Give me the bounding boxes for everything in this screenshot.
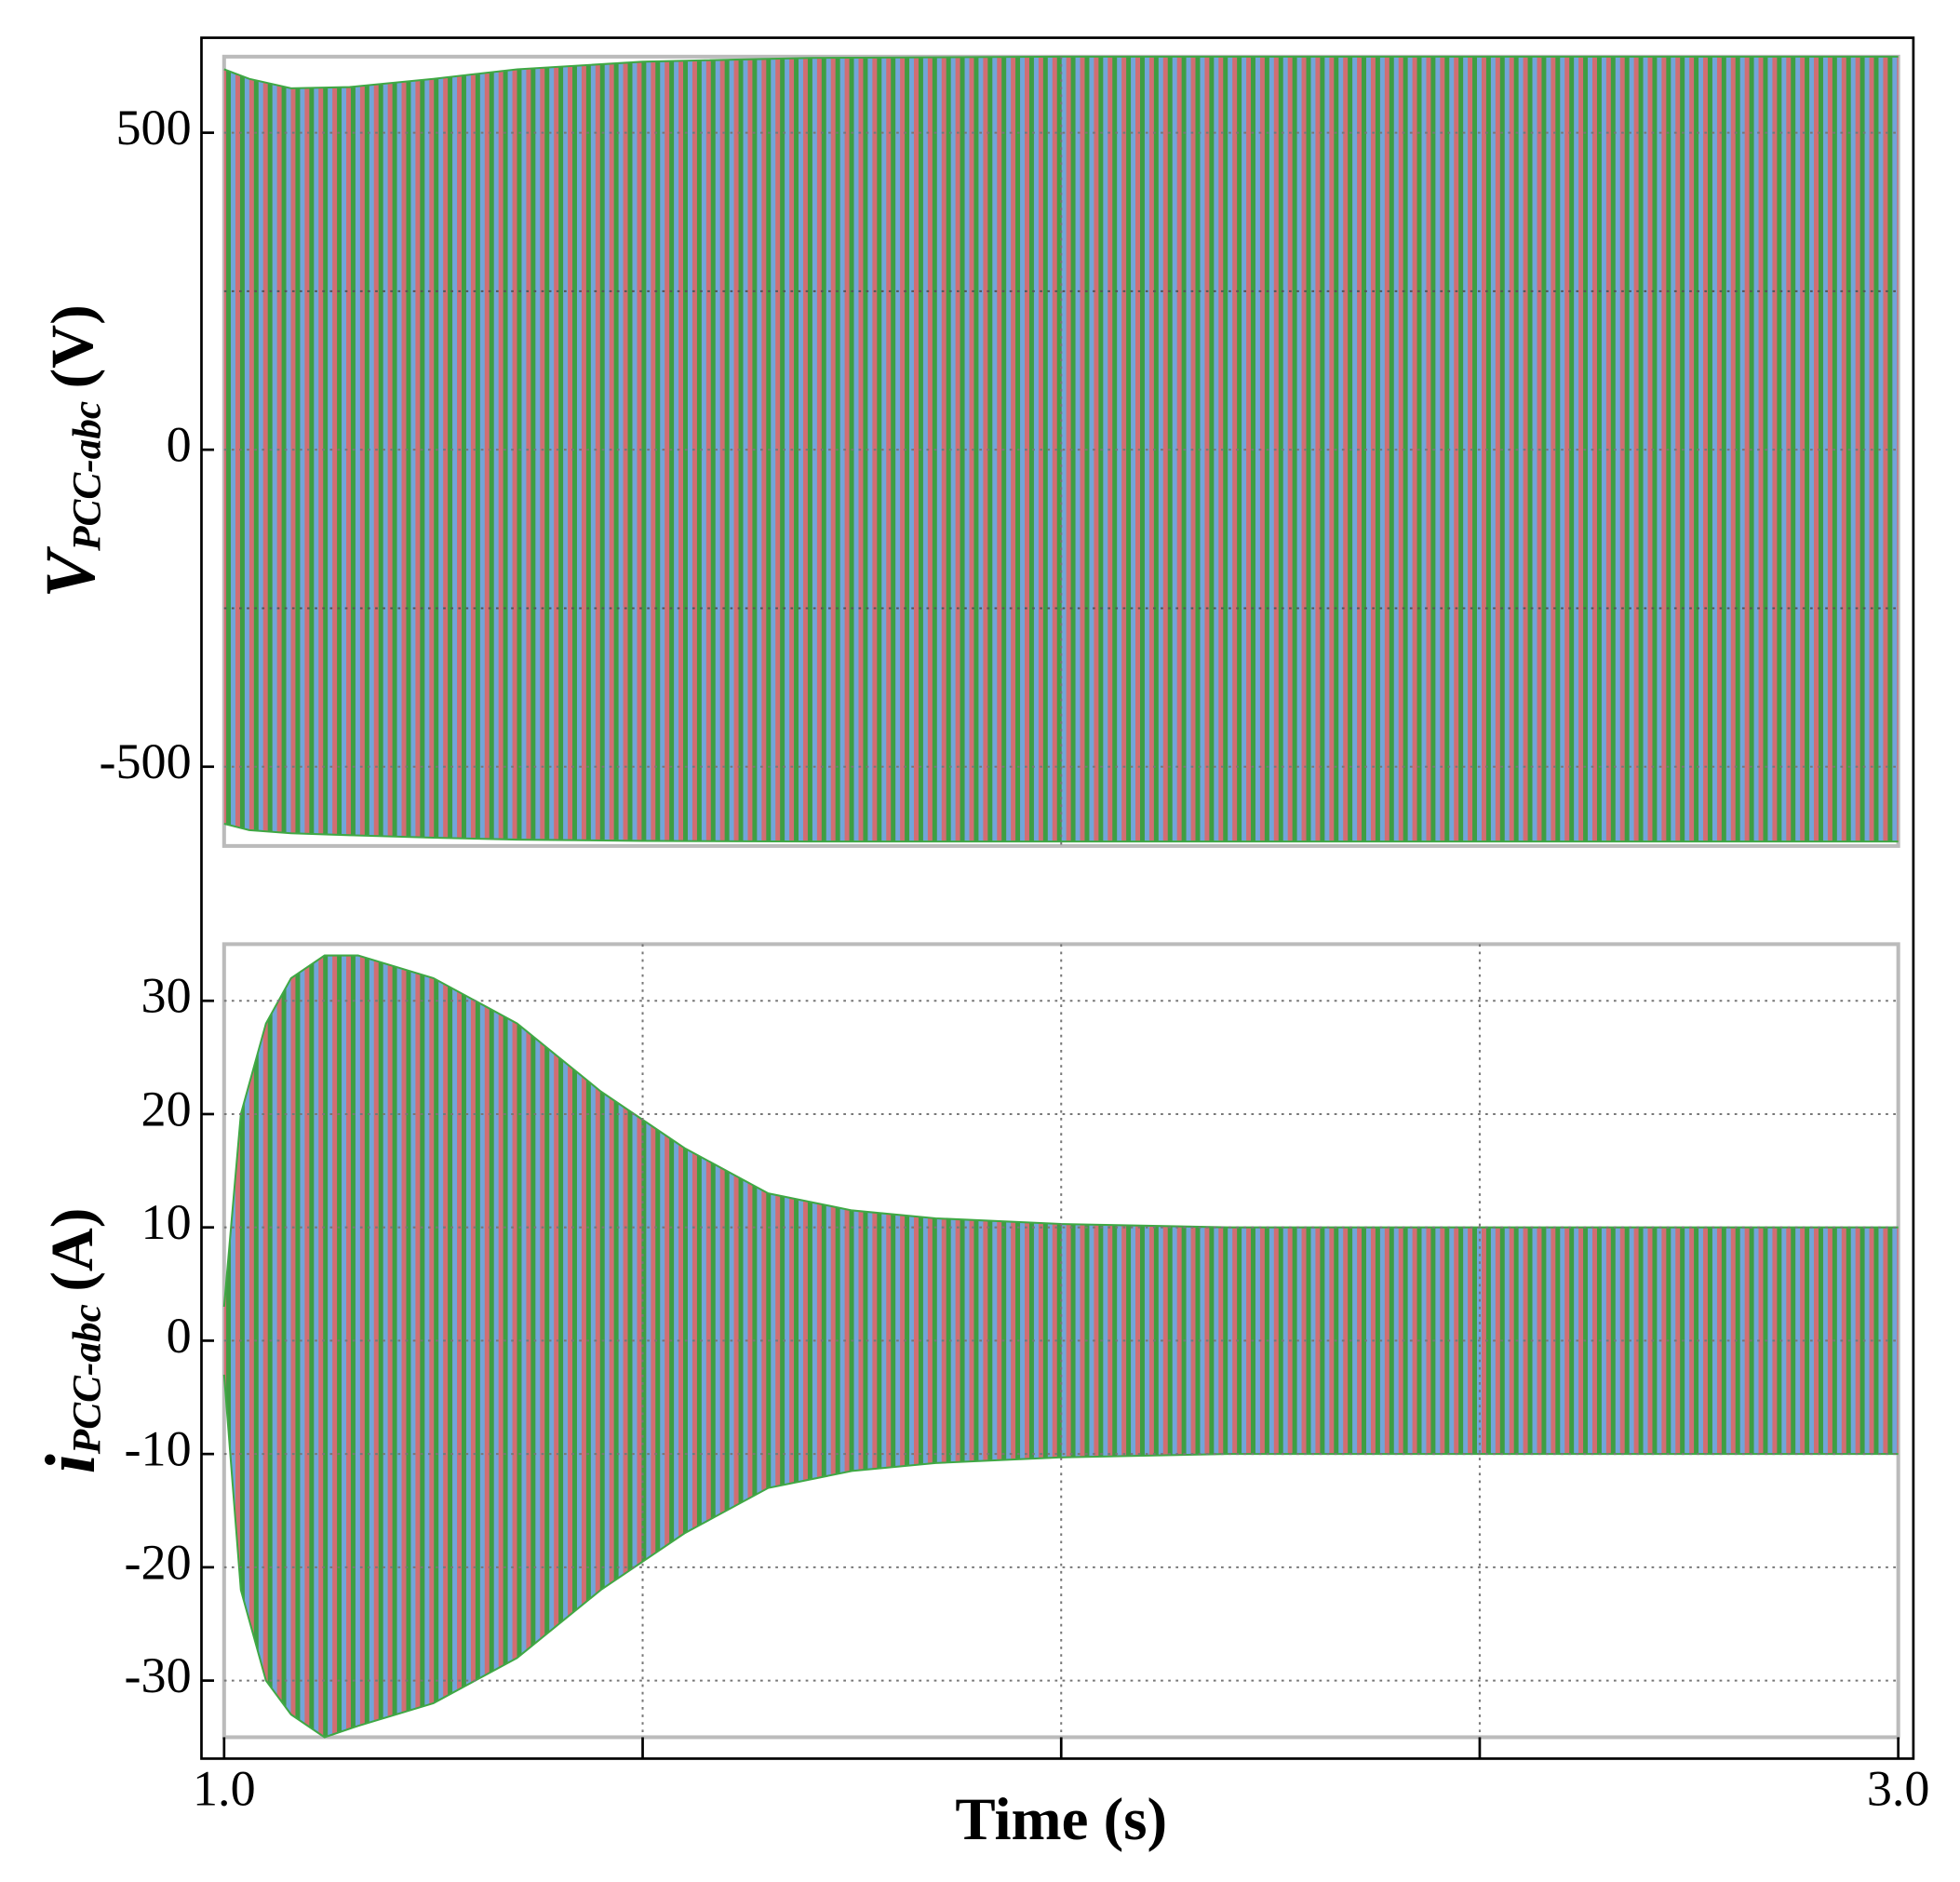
- y-label-unit: (A): [39, 1208, 106, 1292]
- y-tick-label: 10: [141, 1194, 192, 1250]
- y-label-main: i: [33, 1454, 110, 1473]
- band-shade: [223, 56, 1899, 842]
- envelope-line: [222, 1374, 1899, 1739]
- outer-frame: [200, 36, 1915, 1760]
- x-tick-label: 1.0: [193, 1761, 256, 1817]
- y-label-main: V: [33, 545, 110, 598]
- y-axis-label: VPCC-abc (V): [33, 304, 110, 598]
- y-tick-label: 500: [116, 100, 192, 155]
- y-tick-label: 20: [141, 1081, 192, 1136]
- y-tick-label: 0: [167, 1308, 192, 1364]
- x-axis-label: Time (s): [955, 1786, 1167, 1853]
- envelope-line: [223, 55, 1899, 89]
- y-label-sub: PCC-abc: [64, 1304, 109, 1455]
- x-tick-label: 3.0: [1867, 1761, 1930, 1817]
- y-label-unit: (V): [39, 304, 106, 388]
- envelope-line: [222, 954, 1899, 1307]
- y-tick-label: -20: [125, 1534, 192, 1590]
- y-tick-label: -500: [99, 733, 191, 789]
- waveform-band: [223, 56, 1899, 842]
- y-tick-label: -30: [125, 1647, 192, 1703]
- y-axis-label: iPCC-abc (A): [33, 1208, 110, 1474]
- envelope-line: [223, 823, 1899, 843]
- y-tick-label: -10: [125, 1421, 192, 1477]
- y-tick-label: 30: [141, 968, 192, 1024]
- y-tick-label: 0: [167, 417, 192, 473]
- y-label-sub: PCC-abc: [64, 401, 109, 552]
